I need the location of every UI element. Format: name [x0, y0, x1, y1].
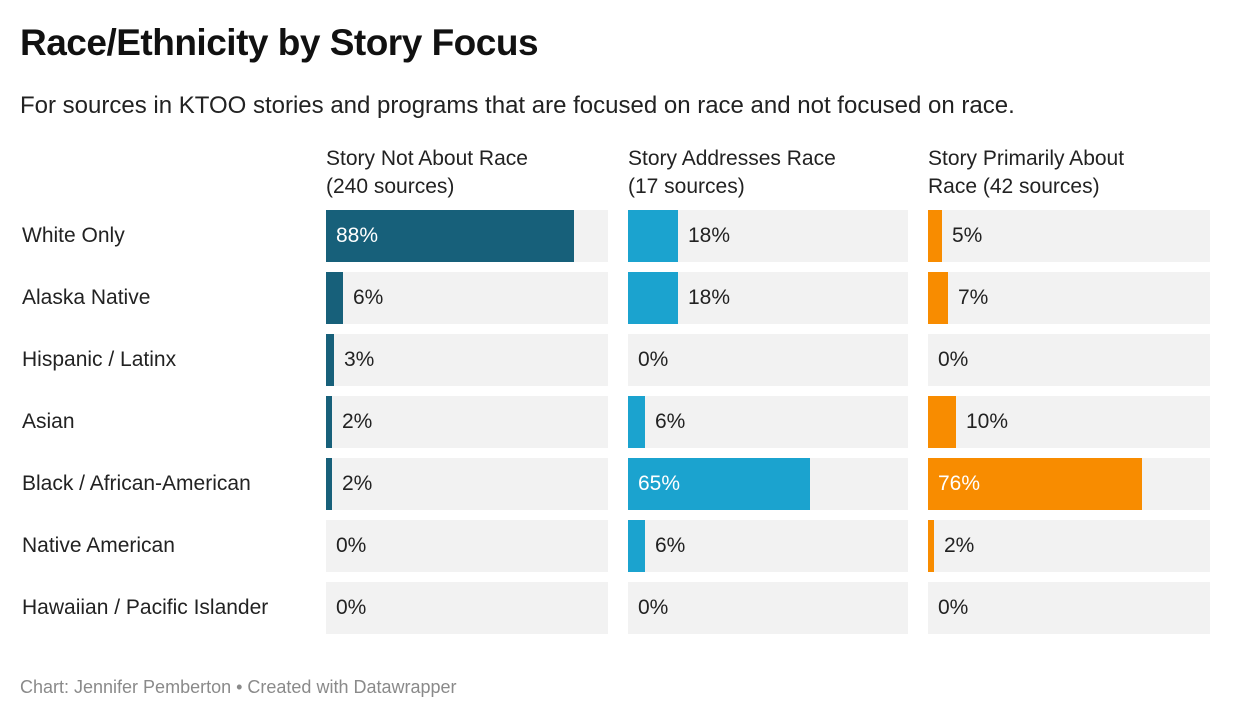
data-label: 0% — [638, 596, 669, 619]
bar — [628, 520, 645, 572]
data-label: 0% — [336, 596, 367, 619]
bar-track: 5% — [928, 210, 1210, 262]
bar-track: 6% — [628, 396, 908, 448]
row-label: Alaska Native — [22, 286, 151, 309]
bar — [326, 334, 334, 386]
bar — [928, 210, 942, 262]
data-label: 0% — [638, 348, 669, 371]
data-label: 6% — [353, 286, 384, 309]
bar-track: 2% — [928, 520, 1210, 572]
data-label: 6% — [655, 410, 686, 433]
bar — [928, 396, 956, 448]
row-label: White Only — [22, 224, 125, 247]
bar — [628, 396, 645, 448]
bar-track: 0% — [326, 582, 608, 634]
bar-track: 0% — [326, 520, 608, 572]
chart-title: Race/Ethnicity by Story Focus — [20, 22, 539, 63]
data-label: 7% — [958, 286, 989, 309]
row-label: Native American — [22, 534, 175, 557]
bar-track: 3% — [326, 334, 608, 386]
column-header-addresses-race: Story Addresses Race (17 sources) — [628, 147, 836, 198]
data-label: 3% — [344, 348, 375, 371]
row-label: Hispanic / Latinx — [22, 348, 177, 371]
bar-track: 76% — [928, 458, 1210, 510]
chart-footer: Chart: Jennifer Pemberton • Created with… — [20, 677, 457, 697]
data-label: 65% — [638, 472, 681, 495]
bar-track: 6% — [326, 272, 608, 324]
bar — [326, 210, 574, 262]
bar — [326, 272, 343, 324]
data-label: 0% — [938, 596, 969, 619]
row-label: Black / African-American — [22, 472, 251, 495]
bar-track: 0% — [628, 334, 908, 386]
row-label: Asian — [22, 410, 75, 433]
bar — [928, 458, 1142, 510]
bar-track: 7% — [928, 272, 1210, 324]
bar — [326, 458, 332, 510]
column-header-not-about-race: Story Not About Race (240 sources) — [326, 147, 528, 198]
bar-track: 0% — [928, 334, 1210, 386]
data-label: 5% — [952, 224, 983, 247]
bar-track: 0% — [928, 582, 1210, 634]
column-header-primarily-about-race: Story Primarily About Race (42 sources) — [928, 147, 1125, 198]
bar-track: 18% — [628, 210, 908, 262]
bar — [928, 520, 934, 572]
bar-track: 10% — [928, 396, 1210, 448]
data-label: 10% — [966, 410, 1009, 433]
data-label: 18% — [688, 286, 731, 309]
chart-subtitle: For sources in KTOO stories and programs… — [20, 92, 1015, 119]
row-label: Hawaiian / Pacific Islander — [22, 596, 269, 619]
bar — [326, 396, 332, 448]
data-label: 2% — [342, 472, 373, 495]
bar-track: 2% — [326, 396, 608, 448]
bar-track: 0% — [628, 582, 908, 634]
bar-track: 6% — [628, 520, 908, 572]
data-label: 2% — [944, 534, 975, 557]
data-label: 0% — [938, 348, 969, 371]
bar-track: 18% — [628, 272, 908, 324]
bar-track: 2% — [326, 458, 608, 510]
data-label: 88% — [336, 224, 379, 247]
bar — [928, 272, 948, 324]
bar — [628, 458, 810, 510]
bar — [628, 210, 678, 262]
bar-track: 65% — [628, 458, 908, 510]
bar-track: 88% — [326, 210, 608, 262]
data-label: 0% — [336, 534, 367, 557]
data-label: 18% — [688, 224, 731, 247]
bar — [628, 272, 678, 324]
data-label: 2% — [342, 410, 373, 433]
data-label: 6% — [655, 534, 686, 557]
data-label: 76% — [938, 472, 981, 495]
